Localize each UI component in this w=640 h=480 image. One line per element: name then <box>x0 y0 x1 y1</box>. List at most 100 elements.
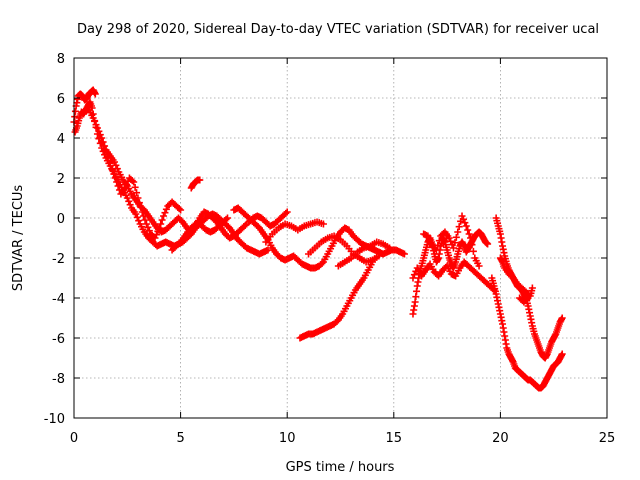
data-point <box>452 233 460 241</box>
data-point <box>137 203 145 211</box>
plot-frame <box>73 57 608 419</box>
data-point <box>484 240 492 248</box>
data-point <box>386 244 394 252</box>
data-point <box>451 239 459 247</box>
data-point <box>154 227 162 235</box>
data-point <box>528 284 536 292</box>
data-point <box>111 174 119 182</box>
data-point <box>319 220 327 228</box>
data-point <box>141 216 149 224</box>
chart-title: Day 298 of 2020, Sidereal Day-to-day VTE… <box>77 22 599 37</box>
x-tick-label: 20 <box>492 431 509 446</box>
data-point <box>114 182 122 190</box>
data-point <box>89 114 97 122</box>
data-point <box>445 234 453 242</box>
data-point <box>135 199 143 207</box>
data-point <box>111 158 119 166</box>
data-point <box>449 244 457 252</box>
data-point <box>468 241 476 249</box>
data-point <box>318 259 326 267</box>
data-point <box>464 226 472 234</box>
data-point <box>123 194 131 202</box>
data-point <box>458 212 466 220</box>
y-tick-label: -10 <box>44 412 65 427</box>
y-tick-label: 0 <box>57 212 65 227</box>
data-point <box>282 209 290 217</box>
data-point <box>224 214 232 222</box>
data-point <box>128 177 136 185</box>
data-point <box>461 219 469 227</box>
data-point <box>100 142 108 150</box>
data-point <box>467 234 475 242</box>
data-point <box>113 178 121 186</box>
data-point <box>175 205 183 213</box>
data-point <box>155 224 163 232</box>
data-point <box>130 178 138 186</box>
data-point <box>400 250 408 258</box>
data-point <box>131 183 139 191</box>
data-point <box>435 237 443 245</box>
data-point <box>425 235 433 243</box>
data-point <box>432 246 440 254</box>
data-point <box>409 274 417 282</box>
data-points <box>70 86 566 392</box>
y-tick-label: 2 <box>57 172 65 187</box>
y-tick-label: -2 <box>52 252 65 267</box>
data-point <box>424 232 432 240</box>
data-point <box>126 201 134 209</box>
data-point <box>222 215 230 223</box>
data-point <box>161 209 169 217</box>
data-point <box>133 189 141 197</box>
x-tick-label: 5 <box>176 431 184 446</box>
y-axis-label: SDTVAR / TECUs <box>11 185 26 292</box>
data-point <box>462 222 470 230</box>
data-point <box>145 227 153 235</box>
data-point <box>241 221 249 229</box>
x-axis: 0 5 10 15 20 25 <box>70 58 615 446</box>
data-point <box>132 210 140 218</box>
data-point <box>142 220 150 228</box>
data-point <box>144 223 152 231</box>
data-point <box>121 184 129 192</box>
data-point <box>112 161 120 169</box>
data-point <box>93 124 101 132</box>
data-point <box>196 176 204 184</box>
data-point <box>157 220 165 228</box>
x-tick-label: 15 <box>386 431 403 446</box>
data-point <box>133 213 141 221</box>
data-point <box>110 170 118 178</box>
data-point <box>455 223 463 231</box>
data-point <box>459 215 467 223</box>
data-point <box>113 165 121 173</box>
y-tick-label: -6 <box>52 332 65 347</box>
data-point <box>151 234 159 242</box>
data-point <box>102 146 110 154</box>
x-axis-label: GPS time / hours <box>286 460 395 475</box>
data-point <box>138 208 146 216</box>
data-point <box>98 138 106 146</box>
data-point <box>375 252 383 260</box>
data-point <box>104 153 112 161</box>
data-point <box>135 217 143 225</box>
data-point <box>427 239 435 247</box>
data-point <box>434 241 442 249</box>
y-tick-label: 4 <box>57 132 65 147</box>
y-tick-label: 6 <box>57 92 65 107</box>
data-point <box>125 197 133 205</box>
grid <box>74 58 607 418</box>
x-tick-label: 0 <box>70 431 78 446</box>
data-point <box>558 350 566 358</box>
data-point <box>95 127 103 135</box>
data-point <box>106 159 114 167</box>
x-tick-label: 10 <box>279 431 296 446</box>
data-point <box>447 237 455 245</box>
data-point <box>475 262 483 270</box>
y-tick-label: 8 <box>57 52 65 67</box>
data-point <box>410 271 418 279</box>
data-point <box>123 181 131 189</box>
data-point <box>465 230 473 238</box>
x-tick-label: 25 <box>599 431 616 446</box>
y-tick-label: -4 <box>52 292 65 307</box>
data-point <box>368 258 376 266</box>
